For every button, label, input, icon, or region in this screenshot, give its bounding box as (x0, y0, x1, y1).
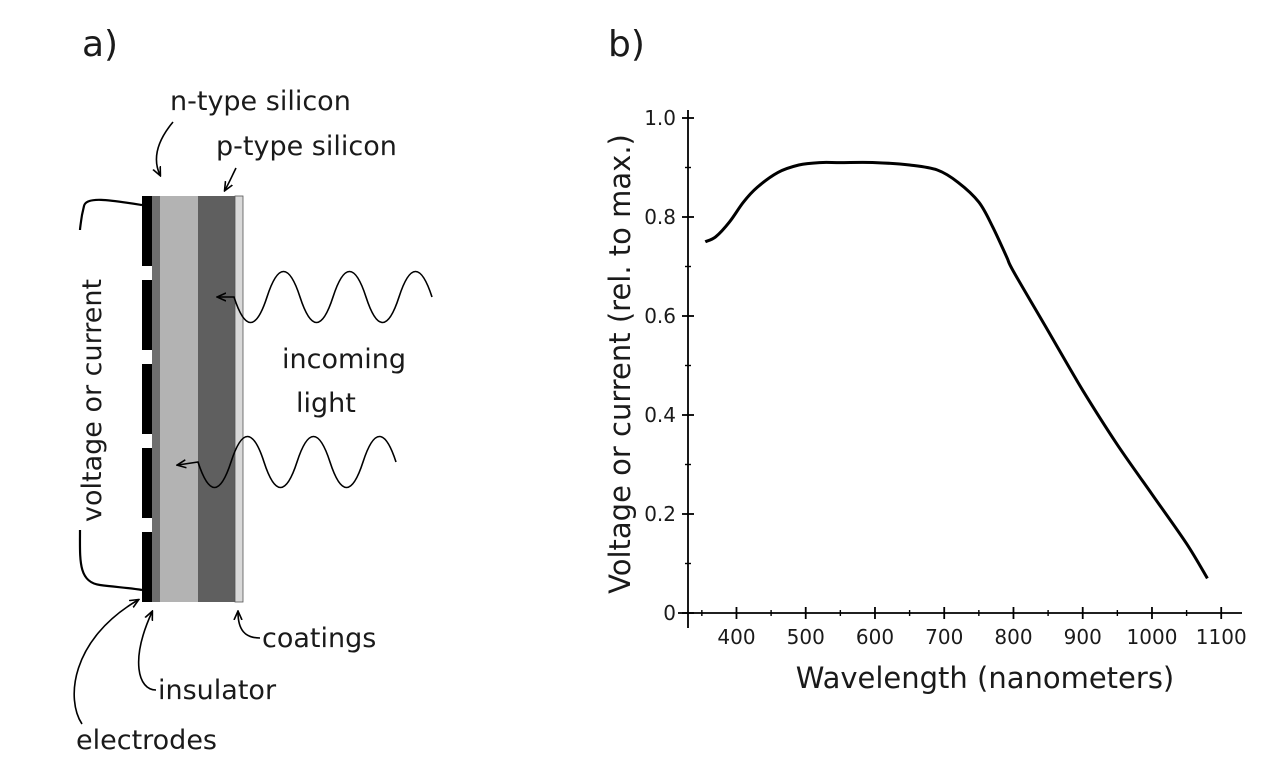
electrode (142, 196, 152, 266)
light-wave-lower (178, 435, 397, 489)
electrode (142, 448, 152, 518)
y-tick-label: 1.0 (644, 106, 676, 130)
light-wave-upper (218, 270, 433, 324)
x-tick-label: 1000 (1127, 625, 1178, 649)
x-tick-label: 800 (994, 625, 1032, 649)
insulator-arrow (137, 612, 157, 691)
x-tick-label: 700 (925, 625, 963, 649)
y-tick-label: 0.6 (644, 304, 676, 328)
x-ticks: 400 500 600 700 800 900 1000 1100 (701, 607, 1247, 649)
series-line (704, 160, 1209, 580)
n-type-silicon-label: n-type silicon (170, 86, 351, 117)
electrode (142, 364, 152, 434)
voltage-or-current-label: voltage or current (77, 279, 108, 522)
insulator-layer (152, 196, 160, 602)
voltage-wire (78, 198, 143, 592)
panel-b: b) 0 0.2 0.4 0.6 0.8 1.0 400 500 600 700 800 900 10… (603, 24, 1247, 695)
x-axis-title: Wavelength (nanometers) (796, 661, 1175, 695)
p-type-arrow (225, 167, 237, 190)
n-type-arrow (156, 121, 174, 175)
y-ticks: 0 0.2 0.4 0.6 0.8 1.0 (644, 106, 694, 625)
electrode (142, 532, 152, 602)
panel-b-label: b) (608, 24, 645, 65)
x-tick-label: 1100 (1196, 625, 1247, 649)
coatings-arrow (238, 612, 261, 639)
n-type-silicon-layer (160, 196, 198, 602)
y-tick-label: 0.4 (644, 403, 676, 427)
y-tick-label: 0 (663, 601, 676, 625)
coatings-label: coatings (262, 623, 376, 654)
p-type-silicon-layer (198, 196, 235, 602)
coating-layer (234, 195, 244, 603)
electrodes-label: electrodes (76, 725, 217, 756)
y-tick-label: 0.2 (644, 502, 676, 526)
panel-a-label: a) (82, 24, 118, 65)
x-tick-label: 500 (787, 625, 825, 649)
x-tick-label: 900 (1064, 625, 1102, 649)
incoming-light-label-line2: light (296, 388, 356, 419)
x-tick-label: 600 (856, 625, 894, 649)
panel-a: a) voltage or current n-type silicon p-t… (73, 24, 433, 756)
electrodes-arrow (73, 600, 138, 725)
electrode (142, 280, 152, 350)
insulator-label: insulator (158, 675, 277, 706)
incoming-light-label-line1: incoming (282, 344, 406, 375)
chart-area: 0 0.2 0.4 0.6 0.8 1.0 400 500 600 700 800 900 1000 1… (644, 106, 1246, 649)
y-axis-title: Voltage or current (rel. to max.) (603, 134, 637, 594)
p-type-silicon-label: p-type silicon (216, 131, 397, 162)
x-tick-label: 400 (717, 625, 755, 649)
electrodes-group (142, 196, 152, 602)
y-tick-label: 0.8 (644, 205, 676, 229)
